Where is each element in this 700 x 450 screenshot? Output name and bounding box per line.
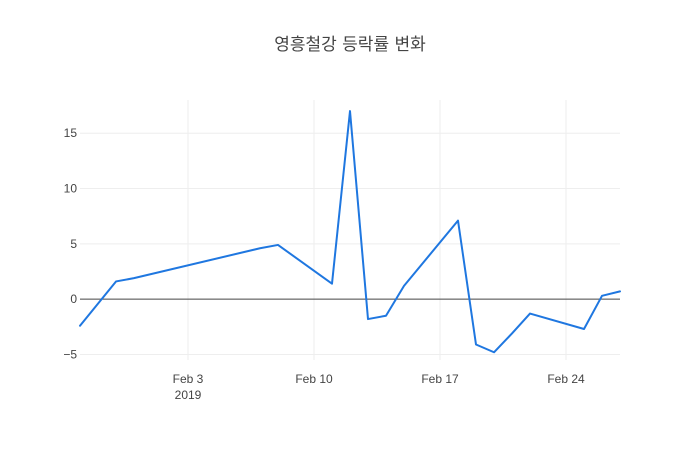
y-tick-label: −5 <box>63 347 77 361</box>
x-tick-sublabel: 2019 <box>175 388 202 402</box>
y-tick-label: 5 <box>70 237 77 251</box>
series-layer <box>79 110 621 354</box>
x-tick-label: Feb 3 <box>173 372 204 386</box>
y-tick-label: 10 <box>64 182 78 196</box>
series-line <box>79 110 621 354</box>
grid-layer <box>80 100 620 360</box>
x-tick-label: Feb 24 <box>547 372 585 386</box>
chart-title: 영흥철강 등락률 변화 <box>274 35 426 55</box>
x-tick-label: Feb 10 <box>295 372 333 386</box>
x-tick-label: Feb 17 <box>421 372 459 386</box>
y-tick-label: 0 <box>70 292 77 306</box>
axis-layer: −5 0 5 10 15 Feb 3 2019 Feb 10 Feb 17 Feb 24 <box>63 126 620 402</box>
y-tick-label: 15 <box>64 126 78 140</box>
